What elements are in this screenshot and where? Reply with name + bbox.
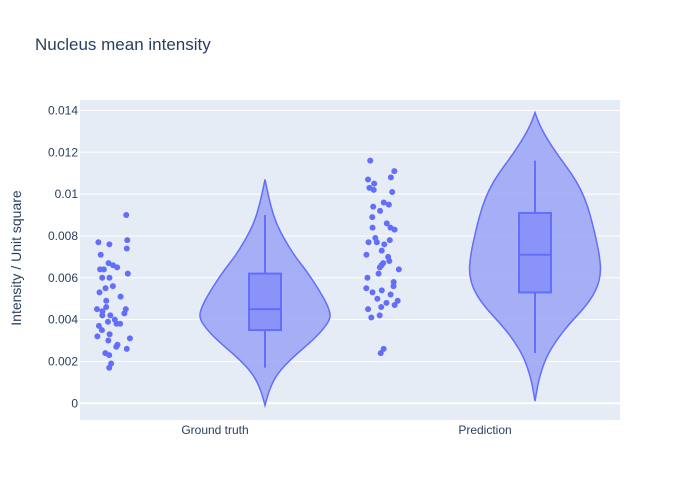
data-point (380, 345, 387, 352)
data-point (387, 291, 394, 298)
data-point (390, 278, 397, 285)
data-point (381, 241, 388, 248)
y-tick-label: 0.004 (48, 313, 78, 327)
data-point (99, 274, 106, 281)
data-point (391, 301, 398, 308)
data-point (95, 322, 102, 329)
data-point (103, 304, 110, 311)
data-point (94, 306, 101, 313)
data-point (369, 224, 376, 231)
data-point (378, 287, 385, 294)
y-tick-label: 0.014 (48, 103, 78, 117)
data-point (98, 327, 105, 334)
data-point (123, 212, 130, 219)
y-tick-label: 0.002 (48, 354, 78, 368)
data-point (373, 239, 380, 246)
data-point (104, 318, 111, 325)
data-point (117, 293, 124, 300)
data-point (106, 352, 113, 359)
data-point (390, 283, 397, 290)
data-point (106, 274, 113, 281)
data-point (123, 245, 130, 252)
data-point (369, 289, 376, 296)
data-point (364, 274, 371, 281)
data-point (97, 266, 104, 273)
data-point (376, 264, 383, 271)
data-point (376, 312, 383, 319)
data-point (395, 266, 402, 273)
data-point (377, 350, 384, 357)
data-point (109, 283, 116, 290)
data-point (121, 310, 128, 317)
data-point (391, 168, 398, 175)
x-tick-label: Ground truth (181, 423, 248, 437)
data-point (365, 306, 372, 313)
data-point (389, 189, 396, 196)
data-point (391, 226, 398, 233)
data-point (94, 333, 101, 340)
data-point (363, 285, 370, 292)
y-tick-label: 0 (71, 396, 78, 410)
data-point (385, 201, 392, 208)
data-point (378, 304, 385, 311)
data-point (113, 343, 120, 350)
data-point (365, 239, 372, 246)
data-point (368, 314, 375, 321)
x-tick-labels: Ground truth Prediction (181, 423, 511, 437)
data-point (96, 289, 103, 296)
data-point (123, 345, 130, 352)
data-point (124, 270, 131, 277)
chart-title: Nucleus mean intensity (35, 35, 211, 54)
data-point (377, 207, 384, 214)
data-point (378, 247, 385, 254)
data-point (365, 176, 372, 183)
data-point (383, 220, 390, 227)
box (248, 272, 282, 332)
y-tick-label: 0.01 (55, 187, 79, 201)
y-tick-label: 0.012 (48, 145, 78, 159)
data-point (113, 320, 120, 327)
data-points (94, 157, 402, 371)
data-point (106, 241, 113, 248)
data-point (369, 214, 376, 221)
data-point (383, 299, 390, 306)
data-point (371, 180, 378, 187)
data-point (375, 270, 382, 277)
data-point (370, 203, 377, 210)
data-point (124, 237, 131, 244)
data-point (126, 335, 133, 342)
data-point (105, 337, 112, 344)
data-point (370, 186, 377, 193)
data-point (114, 264, 121, 271)
data-point (386, 237, 393, 244)
y-tick-label: 0.008 (48, 229, 78, 243)
data-point (394, 297, 401, 304)
data-point (99, 308, 106, 315)
data-point (102, 285, 109, 292)
data-point (363, 251, 370, 258)
data-point (99, 312, 106, 319)
data-point (105, 260, 112, 267)
data-point (106, 364, 113, 371)
y-axis-title: Intensity / Unit square (8, 190, 24, 326)
y-tick-label: 0.006 (48, 271, 78, 285)
data-point (387, 174, 394, 181)
data-point (107, 312, 114, 319)
x-tick-label: Prediction (458, 423, 511, 437)
box (518, 211, 552, 294)
boxes (248, 160, 552, 368)
data-point (367, 157, 374, 164)
data-point (380, 199, 387, 206)
data-point (95, 239, 102, 246)
data-point (106, 331, 113, 338)
data-point (386, 258, 393, 265)
data-point (103, 297, 110, 304)
data-point (374, 295, 381, 302)
data-point (97, 251, 104, 258)
y-tick-labels: 0 0.002 0.004 0.006 0.008 0.01 0.012 0.014 (48, 103, 78, 410)
